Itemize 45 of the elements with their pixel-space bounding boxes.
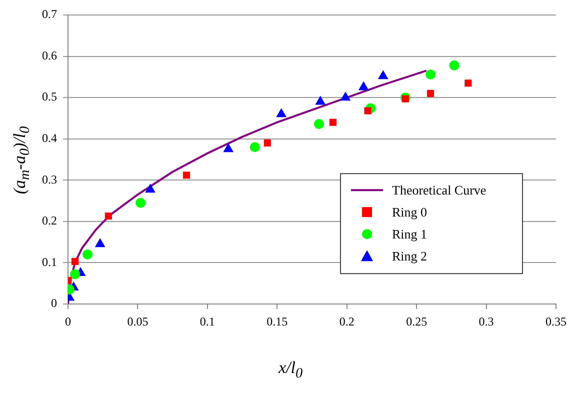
x-tick-label: 0.25	[406, 314, 428, 328]
point	[314, 118, 324, 129]
y-tick-label: 0.5	[42, 90, 57, 104]
y-tick-label: 0.4	[42, 131, 57, 146]
y-tick-label: 0.2	[42, 214, 57, 228]
x-tick-label: 0.35	[546, 314, 566, 328]
point	[264, 139, 271, 147]
point	[250, 142, 260, 152]
point	[182, 172, 190, 179]
x-tick-label: 0.05	[127, 314, 148, 328]
y-tick-label: 0	[51, 296, 57, 310]
legend-label: Theoretical Curve	[392, 182, 486, 198]
point	[104, 212, 112, 220]
y-tick-label: 0.6	[42, 48, 57, 62]
point	[402, 95, 409, 102]
point	[426, 90, 434, 97]
point	[315, 96, 326, 105]
y-tick-label: 0.7	[42, 7, 57, 22]
legend-label: Ring 2	[392, 248, 428, 264]
x-tick-label: 0.2	[339, 314, 354, 328]
point	[70, 269, 80, 280]
point	[449, 60, 460, 70]
point	[82, 249, 93, 260]
point	[276, 108, 287, 118]
legend-label: Ring 0	[392, 204, 428, 220]
x-tick-label: 0.15	[266, 314, 288, 328]
point	[223, 143, 234, 152]
point	[136, 198, 146, 208]
point	[426, 69, 436, 80]
point	[71, 258, 79, 266]
point	[358, 81, 369, 90]
y-tick-label: 0.1	[42, 254, 57, 269]
point	[329, 118, 336, 126]
point	[378, 70, 388, 80]
legend-label: Ring 1	[392, 226, 428, 242]
point	[145, 184, 156, 193]
x-tick-label: 0.3	[478, 314, 494, 328]
x-tick-label: 0	[65, 314, 71, 328]
x-axis-title: x/l$_{0}$	[277, 358, 304, 382]
y-tick-label: 0.3	[42, 172, 57, 186]
x-tick-label: 0.1	[200, 314, 215, 328]
point	[364, 107, 372, 114]
point	[340, 92, 351, 101]
point	[464, 80, 472, 87]
point	[94, 238, 106, 248]
